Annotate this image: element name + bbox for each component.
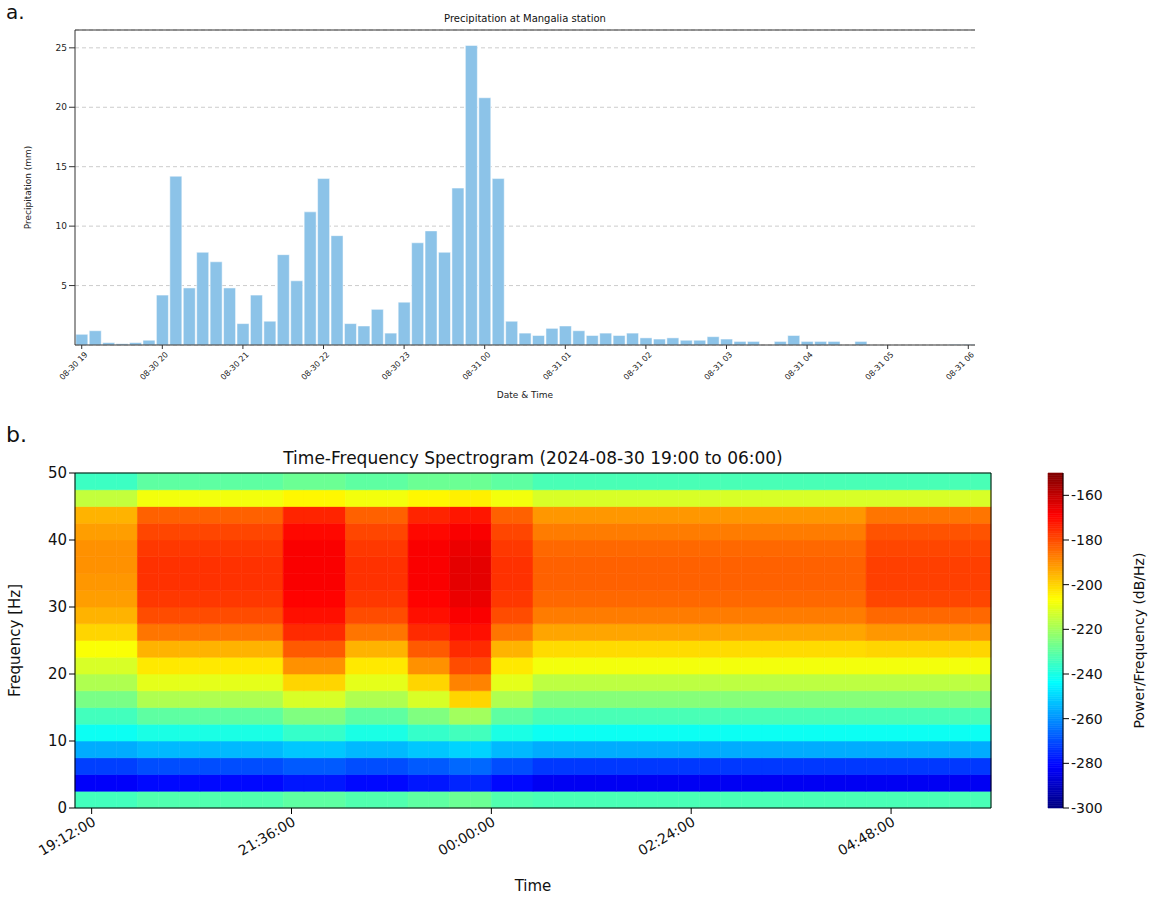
svg-text:Date & Time: Date & Time (497, 390, 554, 400)
svg-text:30: 30 (48, 598, 67, 616)
svg-text:20: 20 (56, 102, 68, 112)
svg-text:08-31 03: 08-31 03 (702, 350, 734, 382)
svg-text:Time: Time (514, 877, 552, 895)
svg-text:04:48:00: 04:48:00 (835, 813, 897, 858)
html-text:b.: b. (6, 422, 27, 447)
svg-text:10: 10 (48, 732, 67, 750)
svg-text:-260: -260 (1071, 711, 1103, 727)
svg-text:-160: -160 (1071, 487, 1103, 503)
svg-text:08-30 22: 08-30 22 (299, 350, 331, 382)
svg-text:08-31 06: 08-31 06 (944, 350, 976, 382)
svg-text:00:00:00: 00:00:00 (435, 813, 497, 858)
svg-text:15: 15 (56, 162, 67, 172)
svg-text:Power/Frequency (dB/Hz): Power/Frequency (dB/Hz) (1131, 553, 1147, 729)
svg-text:-220: -220 (1071, 621, 1103, 637)
svg-text:21:36:00: 21:36:00 (236, 813, 298, 858)
svg-text:-300: -300 (1071, 800, 1103, 816)
svg-text:-200: -200 (1071, 577, 1103, 593)
svg-text:02:24:00: 02:24:00 (635, 813, 697, 858)
svg-text:Precipitation (mm): Precipitation (mm) (23, 146, 33, 230)
svg-text:08-30 21: 08-30 21 (219, 350, 251, 382)
svg-text:-280: -280 (1071, 755, 1103, 771)
svg-text:08-31 01: 08-31 01 (541, 350, 573, 382)
svg-text:50: 50 (48, 464, 67, 482)
svg-text:Frequency [Hz]: Frequency [Hz] (6, 584, 24, 697)
svg-text:08-31 04: 08-31 04 (783, 350, 815, 382)
svg-text:5: 5 (61, 281, 67, 291)
svg-text:08-31 00: 08-31 00 (461, 350, 493, 382)
svg-text:08-30 23: 08-30 23 (380, 350, 412, 382)
svg-text:08-31 05: 08-31 05 (864, 350, 896, 382)
html-text:Precipitation at Mangalia stat: Precipitation at Mangalia station (444, 13, 606, 24)
svg-text:40: 40 (48, 531, 67, 549)
svg-text:-180: -180 (1071, 532, 1103, 548)
svg-text:-240: -240 (1071, 666, 1103, 682)
svg-text:0: 0 (57, 799, 67, 817)
svg-text:08-31 02: 08-31 02 (622, 350, 654, 382)
svg-text:10: 10 (56, 221, 68, 231)
svg-text:25: 25 (56, 43, 67, 53)
svg-text:20: 20 (48, 665, 67, 683)
svg-text:08-30 20: 08-30 20 (138, 350, 170, 382)
html-text:Time-Frequency Spectrogram (20: Time-Frequency Spectrogram (2024-08-30 1… (283, 448, 783, 468)
svg-text:19:12:00: 19:12:00 (36, 813, 98, 858)
html-text:a.: a. (6, 0, 25, 24)
svg-text:08-30 19: 08-30 19 (58, 350, 90, 382)
